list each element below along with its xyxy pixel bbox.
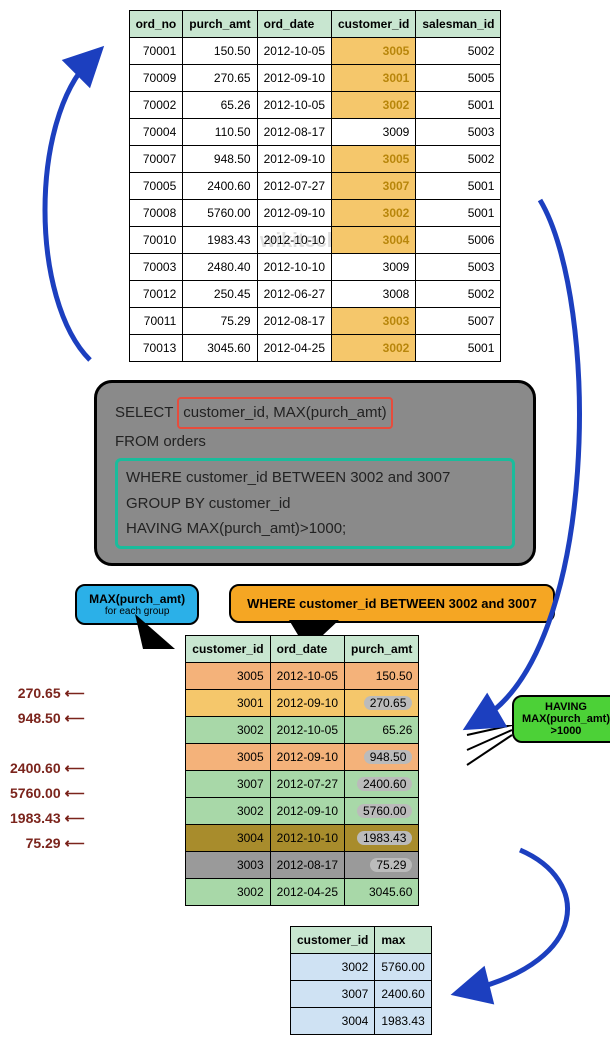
having-callout: HAVING MAX(purch_amt) >1000 [512,695,610,743]
table-row: 30042012-10-101983.43 [186,824,419,851]
sql-query-box: SELECT customer_id, MAX(purch_amt) FROM … [94,380,536,566]
orders-table: ord_nopurch_amtord_datecustomer_idsalesm… [129,10,502,362]
table-row: 30072400.60 [291,980,432,1007]
table-row: 30022012-09-105760.00 [186,797,419,824]
sql-select-cols: customer_id, MAX(purch_amt) [177,397,392,429]
table-row: 30052012-09-10948.50 [186,743,419,770]
having-l3: >1000 [522,725,610,737]
table-row: 7001175.292012-08-1730035007 [129,308,501,335]
max-values-list: 270.65⟵ 948.50⟵ 2400.60⟵ 5760.00⟵ 1983.43⟵ 7… [10,683,93,853]
sql-from: FROM orders [115,429,515,455]
table-row: 700052400.602012-07-2730075001 [129,173,501,200]
table-row: 70009270.652012-09-1030015005 [129,65,501,92]
table-row: 700101983.432012-10-1030045006 [129,227,501,254]
sql-group: GROUP BY customer_id [126,491,504,517]
max-value [10,733,85,753]
sql-select-kw: SELECT [115,404,173,421]
max-value: 270.65⟵ [10,683,85,703]
col-ord_no: ord_no [129,11,183,38]
table-row: 30012012-09-10270.65 [186,689,419,716]
max-callout-l1: MAX(purch_amt) [89,592,185,606]
callouts-row: MAX(purch_amt) for each group WHERE cust… [10,584,610,625]
table-row: 30022012-10-0565.26 [186,716,419,743]
table-row: 30032012-08-1775.29 [186,851,419,878]
col-purch_amt: purch_amt [183,11,257,38]
sql-having: HAVING MAX(purch_amt)>1000; [126,516,504,542]
max-value: 1983.43⟵ [10,808,85,828]
where-callout: WHERE customer_id BETWEEN 3002 and 3007 [229,584,555,623]
max-value: 5760.00⟵ [10,783,85,803]
filtered-table: customer_idord_datepurch_amt30052012-10-… [185,635,419,906]
sql-where: WHERE customer_id BETWEEN 3002 and 3007 [126,465,504,491]
table-row: 30025760.00 [291,953,432,980]
table-row: 70007948.502012-09-1030055002 [129,146,501,173]
table-row: 700133045.602012-04-2530025001 [129,335,501,362]
col-customer_id: customer_id [186,635,270,662]
col-ord_date: ord_date [257,11,331,38]
result-table: customer_idmax30025760.0030072400.603004… [290,926,432,1035]
table-row: 70001150.502012-10-0530055002 [129,38,501,65]
table-row: 30052012-10-05150.50 [186,662,419,689]
having-l2: MAX(purch_amt) [522,713,610,725]
max-value: 2400.60⟵ [10,758,85,778]
table-row: 30022012-04-253045.60 [186,878,419,905]
table-row: 30041983.43 [291,1007,432,1034]
col-customer_id: customer_id [291,926,375,953]
max-value: 948.50⟵ [10,708,85,728]
max-value: 75.29⟵ [10,833,85,853]
col-ord_date: ord_date [270,635,344,662]
table-row: 70004110.502012-08-1730095003 [129,119,501,146]
col-max: max [375,926,431,953]
table-row: 700032480.402012-10-1030095003 [129,254,501,281]
col-purch_amt: purch_amt [345,635,419,662]
sql-where-group-having: WHERE customer_id BETWEEN 3002 and 3007 … [115,458,515,549]
table-row: 700085760.002012-09-1030025001 [129,200,501,227]
table-row: 70012250.452012-06-2730085002 [129,281,501,308]
middle-section: 270.65⟵ 948.50⟵ 2400.60⟵ 5760.00⟵ 1983.43⟵ 7… [10,635,610,906]
col-customer_id: customer_id [332,11,416,38]
col-salesman_id: salesman_id [416,11,501,38]
result-table-wrap: customer_idmax30025760.0030072400.603004… [10,926,610,1035]
table-row: 30072012-07-272400.60 [186,770,419,797]
having-l1: HAVING [522,701,610,713]
table-row: 7000265.262012-10-0530025001 [129,92,501,119]
